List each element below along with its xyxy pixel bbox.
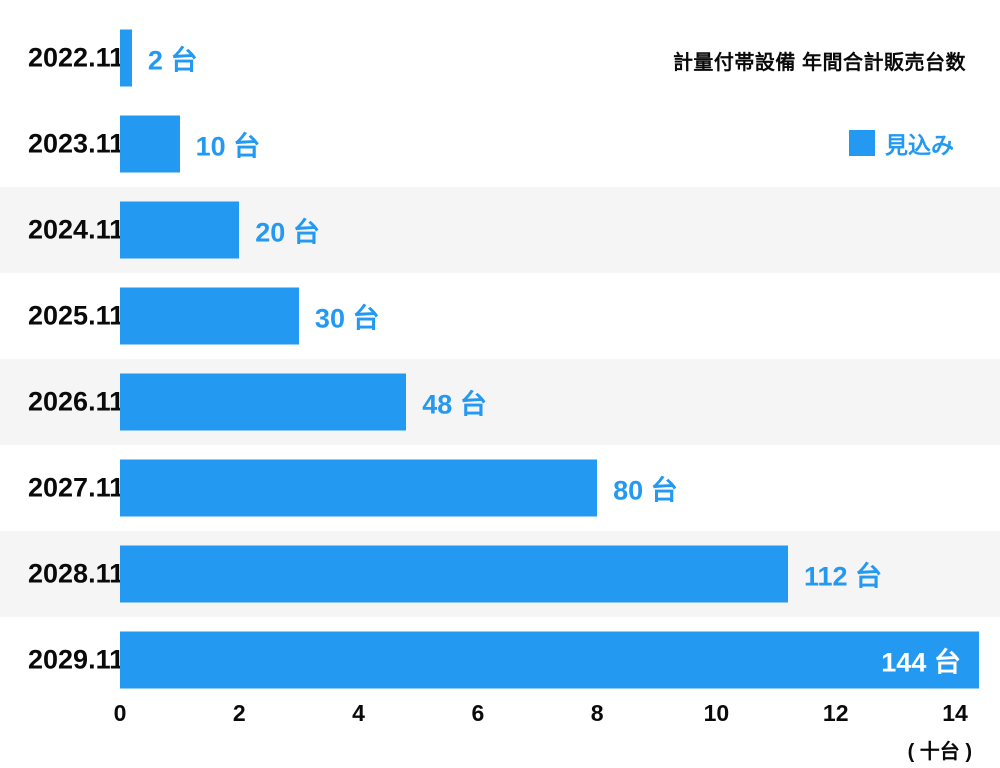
chart-row: 2025.11 30 台 <box>0 273 1000 359</box>
chart-row: 2028.11 112 台 <box>0 531 1000 618</box>
value-label: 112 台 <box>804 561 883 592</box>
x-tick-label: 4 <box>352 700 365 726</box>
x-tick-label: 10 <box>703 700 730 726</box>
category-label: 2023.11 <box>28 128 125 159</box>
chart-row: 2023.11 10 台 <box>0 101 1000 187</box>
value-label: 20 台 <box>255 217 320 248</box>
legend-label: 見込み <box>885 132 954 158</box>
value-label: 10 台 <box>195 131 261 162</box>
category-label: 2025.11 <box>28 300 125 331</box>
category-label: 2027.11 <box>28 472 125 503</box>
x-axis-unit-label: ( 十台 ) <box>907 741 972 763</box>
x-tick-label: 12 <box>822 700 849 726</box>
category-label: 2026.11 <box>28 386 125 417</box>
bar <box>120 201 240 259</box>
chart-row: 2029.11 144 台 <box>0 617 1000 703</box>
category-label: 2024.11 <box>28 214 125 245</box>
chart-title: 計量付帯設備 年間合計販売台数 <box>672 52 966 74</box>
x-tick-label: 0 <box>113 700 127 726</box>
bar <box>120 287 299 345</box>
bar <box>120 29 132 86</box>
chart-row: 2026.11 48 台 <box>0 358 1000 445</box>
x-tick-label: 8 <box>590 700 604 726</box>
bar <box>120 115 180 173</box>
bar <box>120 545 788 603</box>
x-tick-label: 2 <box>232 700 246 726</box>
bar <box>120 373 407 431</box>
legend: 見込み <box>849 126 954 160</box>
value-label: 48 台 <box>422 389 487 420</box>
bar <box>120 631 979 689</box>
x-tick-label: 14 <box>942 700 968 726</box>
legend-swatch-icon <box>849 130 875 156</box>
bar <box>120 459 598 517</box>
category-label: 2029.11 <box>28 644 125 675</box>
chart-row: 2024.11 20 台 <box>0 186 1000 273</box>
category-label: 2028.11 <box>28 558 125 589</box>
value-label: 144 台 <box>881 647 961 678</box>
chart-row: 2027.11 80 台 <box>0 445 1000 531</box>
value-label: 30 台 <box>314 303 380 334</box>
value-label: 2 台 <box>147 45 198 75</box>
category-label: 2022.11 <box>28 42 125 72</box>
x-tick-label: 6 <box>471 700 485 726</box>
chart-row: 2022.11 2 台 <box>0 15 1000 101</box>
value-label: 80 台 <box>613 475 678 506</box>
